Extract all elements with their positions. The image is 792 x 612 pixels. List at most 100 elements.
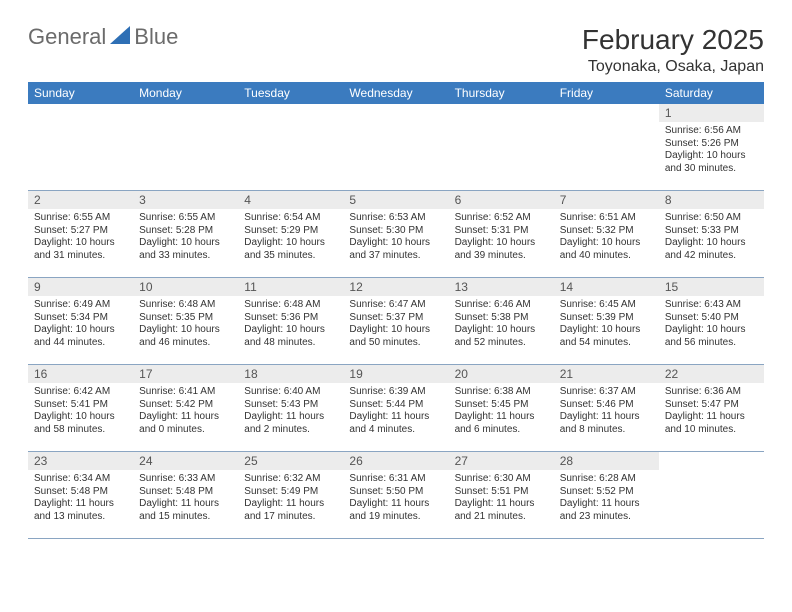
- daylight-line: Daylight: 10 hours and 40 minutes.: [560, 237, 653, 262]
- daylight-line: Daylight: 11 hours and 0 minutes.: [139, 411, 232, 436]
- day-cell: 20Sunrise: 6:38 AMSunset: 5:45 PMDayligh…: [449, 365, 554, 451]
- location-subtitle: Toyonaka, Osaka, Japan: [582, 58, 764, 76]
- sunset-line: Sunset: 5:40 PM: [665, 312, 758, 325]
- day-number: 16: [28, 365, 133, 383]
- sunset-line: Sunset: 5:32 PM: [560, 225, 653, 238]
- day-cell: 25Sunrise: 6:32 AMSunset: 5:49 PMDayligh…: [238, 452, 343, 538]
- sunrise-line: Sunrise: 6:55 AM: [34, 212, 127, 225]
- sunset-line: Sunset: 5:34 PM: [34, 312, 127, 325]
- day-cell: 14 Sunrise: 6:45 AMSunset: 5:39 PMDayligh…: [554, 278, 659, 364]
- day-cell: 16Sunrise: 6:42 AMSunset: 5:41 PMDayligh…: [28, 365, 133, 451]
- daylight-line: Daylight: 10 hours and 44 minutes.: [34, 324, 127, 349]
- sunset-line: Sunset: 5:49 PM: [244, 486, 337, 499]
- sunrise-line: Sunrise: 6:36 AM: [665, 386, 758, 399]
- weekday-heading: Thursday: [449, 82, 554, 104]
- sunrise-line: Sunrise: 6:49 AM: [34, 299, 127, 312]
- day-number: 6: [449, 191, 554, 209]
- brand-word-1: General: [28, 24, 106, 50]
- daylight-line: Daylight: 11 hours and 19 minutes.: [349, 498, 442, 523]
- sunrise-line: Sunrise: 6:34 AM: [34, 473, 127, 486]
- day-cell: 23Sunrise: 6:34 AMSunset: 5:48 PMDayligh…: [28, 452, 133, 538]
- day-cell: 6Sunrise: 6:52 AMSunset: 5:31 PMDaylight…: [449, 191, 554, 277]
- empty-cell: [133, 104, 238, 190]
- sunset-line: Sunset: 5:41 PM: [34, 399, 127, 412]
- month-title: February 2025: [582, 24, 764, 56]
- day-cell: 2Sunrise: 6:55 AMSunset: 5:27 PMDaylight…: [28, 191, 133, 277]
- day-cell: 11Sunrise: 6:48 AMSunset: 5:36 PMDayligh…: [238, 278, 343, 364]
- day-number: 26: [343, 452, 448, 470]
- sunset-line: Sunset: 5:35 PM: [139, 312, 232, 325]
- sunrise-line: Sunrise: 6:39 AM: [349, 386, 442, 399]
- day-cell: 13Sunrise: 6:46 AMSunset: 5:38 PMDayligh…: [449, 278, 554, 364]
- sunset-line: Sunset: 5:39 PM: [560, 312, 653, 325]
- sunset-line: Sunset: 5:27 PM: [34, 225, 127, 238]
- daylight-line: Daylight: 11 hours and 13 minutes.: [34, 498, 127, 523]
- empty-cell: [343, 104, 448, 190]
- day-number: 10: [133, 278, 238, 296]
- day-number: 17: [133, 365, 238, 383]
- weekday-heading: Monday: [133, 82, 238, 104]
- day-cell: 10Sunrise: 6:48 AMSunset: 5:35 PMDayligh…: [133, 278, 238, 364]
- sunrise-line: Sunrise: 6:51 AM: [560, 212, 653, 225]
- daylight-line: Daylight: 10 hours and 54 minutes.: [560, 324, 653, 349]
- sunset-line: Sunset: 5:29 PM: [244, 225, 337, 238]
- sunrise-line: Sunrise: 6:55 AM: [139, 212, 232, 225]
- day-number: 25: [238, 452, 343, 470]
- brand-word-2: Blue: [134, 24, 178, 50]
- day-cell: 17Sunrise: 6:41 AMSunset: 5:42 PMDayligh…: [133, 365, 238, 451]
- sunset-line: Sunset: 5:52 PM: [560, 486, 653, 499]
- day-number: 12: [343, 278, 448, 296]
- daylight-line: Daylight: 10 hours and 56 minutes.: [665, 324, 758, 349]
- empty-cell: [449, 104, 554, 190]
- day-number: 20: [449, 365, 554, 383]
- day-cell: 9 Sunrise: 6:49 AMSunset: 5:34 PMDaylight…: [28, 278, 133, 364]
- day-number: 2: [28, 191, 133, 209]
- day-number: 28: [554, 452, 659, 470]
- day-number: 19: [343, 365, 448, 383]
- sunrise-line: Sunrise: 6:37 AM: [560, 386, 653, 399]
- day-number: 7: [554, 191, 659, 209]
- sunrise-line: Sunrise: 6:45 AM: [560, 299, 653, 312]
- day-cell: 28Sunrise: 6:28 AMSunset: 5:52 PMDayligh…: [554, 452, 659, 538]
- empty-cell: [659, 452, 764, 538]
- daylight-line: Daylight: 10 hours and 46 minutes.: [139, 324, 232, 349]
- empty-cell: [238, 104, 343, 190]
- sunrise-line: Sunrise: 6:31 AM: [349, 473, 442, 486]
- day-number: 8: [659, 191, 764, 209]
- daylight-line: Daylight: 10 hours and 42 minutes.: [665, 237, 758, 262]
- sunrise-line: Sunrise: 6:43 AM: [665, 299, 758, 312]
- day-number: 4: [238, 191, 343, 209]
- day-cell: 1Sunrise: 6:56 AMSunset: 5:26 PMDaylight…: [659, 104, 764, 190]
- daylight-line: Daylight: 10 hours and 30 minutes.: [665, 150, 758, 175]
- daylight-line: Daylight: 11 hours and 21 minutes.: [455, 498, 548, 523]
- day-number: 11: [238, 278, 343, 296]
- day-cell: 3Sunrise: 6:55 AMSunset: 5:28 PMDaylight…: [133, 191, 238, 277]
- day-number: 13: [449, 278, 554, 296]
- day-number: 9: [28, 278, 133, 296]
- daylight-line: Daylight: 11 hours and 15 minutes.: [139, 498, 232, 523]
- empty-cell: [554, 104, 659, 190]
- sunrise-line: Sunrise: 6:38 AM: [455, 386, 548, 399]
- sunrise-line: Sunrise: 6:56 AM: [665, 125, 758, 138]
- sunset-line: Sunset: 5:42 PM: [139, 399, 232, 412]
- sail-icon: [110, 24, 130, 50]
- day-number: 1: [659, 104, 764, 122]
- day-number: 27: [449, 452, 554, 470]
- day-cell: 15Sunrise: 6:43 AMSunset: 5:40 PMDayligh…: [659, 278, 764, 364]
- sunset-line: Sunset: 5:48 PM: [34, 486, 127, 499]
- daylight-line: Daylight: 10 hours and 58 minutes.: [34, 411, 127, 436]
- sunrise-line: Sunrise: 6:54 AM: [244, 212, 337, 225]
- sunrise-line: Sunrise: 6:46 AM: [455, 299, 548, 312]
- sunrise-line: Sunrise: 6:33 AM: [139, 473, 232, 486]
- sunrise-line: Sunrise: 6:28 AM: [560, 473, 653, 486]
- page-header: General Blue February 2025 Toyonaka, Osa…: [28, 24, 764, 76]
- day-cell: 21Sunrise: 6:37 AMSunset: 5:46 PMDayligh…: [554, 365, 659, 451]
- day-cell: 12Sunrise: 6:47 AMSunset: 5:37 PMDayligh…: [343, 278, 448, 364]
- sunrise-line: Sunrise: 6:30 AM: [455, 473, 548, 486]
- calendar-body: 1Sunrise: 6:56 AMSunset: 5:26 PMDaylight…: [28, 104, 764, 539]
- sunset-line: Sunset: 5:46 PM: [560, 399, 653, 412]
- week-row: 16Sunrise: 6:42 AMSunset: 5:41 PMDayligh…: [28, 365, 764, 452]
- daylight-line: Daylight: 11 hours and 17 minutes.: [244, 498, 337, 523]
- weekday-header-row: Sunday Monday Tuesday Wednesday Thursday…: [28, 82, 764, 104]
- day-number: 14: [554, 278, 659, 296]
